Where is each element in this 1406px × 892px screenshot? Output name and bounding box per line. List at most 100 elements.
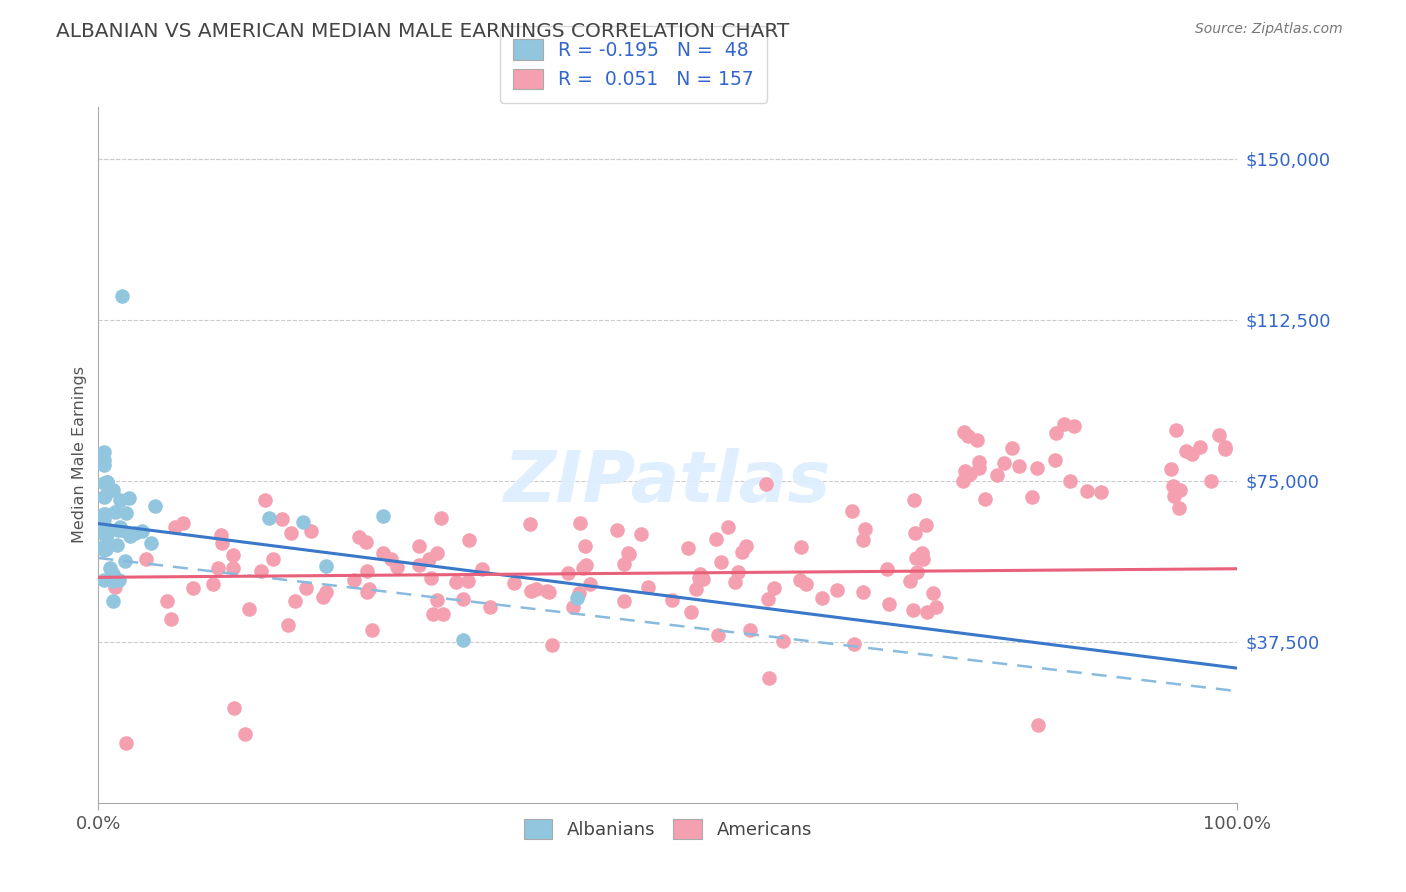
Point: [503, 575, 526, 590]
Point: [139, 536, 162, 550]
Point: [103, 574, 125, 588]
Point: [224, 701, 246, 715]
Point: [108, 492, 131, 507]
Point: [93, 507, 115, 521]
Point: [905, 565, 928, 579]
Point: [519, 583, 541, 598]
Point: [299, 524, 322, 538]
Point: [568, 516, 591, 531]
Point: [707, 628, 730, 642]
Point: [676, 541, 699, 555]
Point: [347, 530, 370, 544]
Point: [420, 571, 443, 585]
Point: [426, 546, 449, 560]
Point: [143, 500, 166, 514]
Point: [98, 560, 121, 574]
Point: [107, 523, 129, 537]
Point: [1213, 440, 1236, 454]
Point: [94, 541, 117, 556]
Point: [574, 539, 596, 553]
Point: [93, 573, 115, 587]
Point: [637, 580, 659, 594]
Point: [557, 566, 579, 581]
Point: [422, 607, 444, 622]
Point: [124, 526, 146, 541]
Point: [356, 564, 378, 578]
Point: [789, 573, 811, 587]
Point: [104, 580, 127, 594]
Point: [361, 623, 384, 637]
Point: [315, 559, 337, 574]
Point: [904, 526, 927, 541]
Point: [876, 562, 898, 576]
Point: [1076, 483, 1098, 498]
Point: [794, 576, 817, 591]
Point: [457, 574, 479, 589]
Point: [253, 492, 276, 507]
Point: [959, 467, 981, 481]
Point: [1163, 489, 1185, 503]
Point: [156, 594, 179, 608]
Point: [898, 574, 921, 588]
Point: [1163, 479, 1185, 493]
Point: [613, 557, 636, 571]
Point: [118, 491, 141, 506]
Point: [974, 491, 997, 506]
Point: [418, 551, 440, 566]
Point: [915, 605, 938, 619]
Point: [98, 571, 121, 585]
Point: [541, 638, 564, 652]
Point: [271, 512, 294, 526]
Point: [1167, 501, 1189, 516]
Point: [956, 429, 979, 443]
Point: [731, 545, 754, 559]
Point: [118, 529, 141, 543]
Point: [617, 547, 640, 561]
Point: [408, 539, 430, 553]
Point: [901, 603, 924, 617]
Point: [315, 585, 337, 599]
Point: [101, 483, 124, 498]
Point: [120, 527, 142, 541]
Point: [111, 289, 134, 303]
Point: [207, 561, 229, 575]
Point: [952, 425, 974, 440]
Point: [526, 582, 548, 596]
Point: [357, 582, 380, 597]
Point: [763, 581, 786, 595]
Point: [451, 632, 474, 647]
Point: [1063, 419, 1085, 434]
Point: [758, 592, 780, 607]
Point: [727, 565, 749, 579]
Point: [380, 552, 402, 566]
Point: [426, 593, 449, 607]
Point: [115, 736, 138, 750]
Point: [108, 574, 131, 588]
Point: [277, 618, 299, 632]
Point: [373, 546, 395, 560]
Point: [233, 727, 256, 741]
Point: [704, 532, 727, 546]
Point: [810, 591, 832, 605]
Point: [681, 605, 703, 619]
Point: [104, 504, 127, 518]
Text: Source: ZipAtlas.com: Source: ZipAtlas.com: [1195, 22, 1343, 37]
Point: [209, 528, 232, 542]
Point: [538, 584, 561, 599]
Point: [966, 433, 988, 447]
Point: [108, 520, 131, 534]
Point: [96, 475, 118, 489]
Point: [1174, 444, 1197, 458]
Point: [912, 551, 935, 566]
Point: [93, 491, 115, 505]
Point: [93, 444, 115, 458]
Point: [578, 577, 600, 591]
Point: [172, 516, 194, 530]
Point: [1001, 441, 1024, 455]
Point: [724, 575, 747, 590]
Point: [1053, 417, 1076, 431]
Point: [342, 573, 364, 587]
Point: [1164, 424, 1187, 438]
Point: [1045, 425, 1067, 440]
Point: [754, 476, 776, 491]
